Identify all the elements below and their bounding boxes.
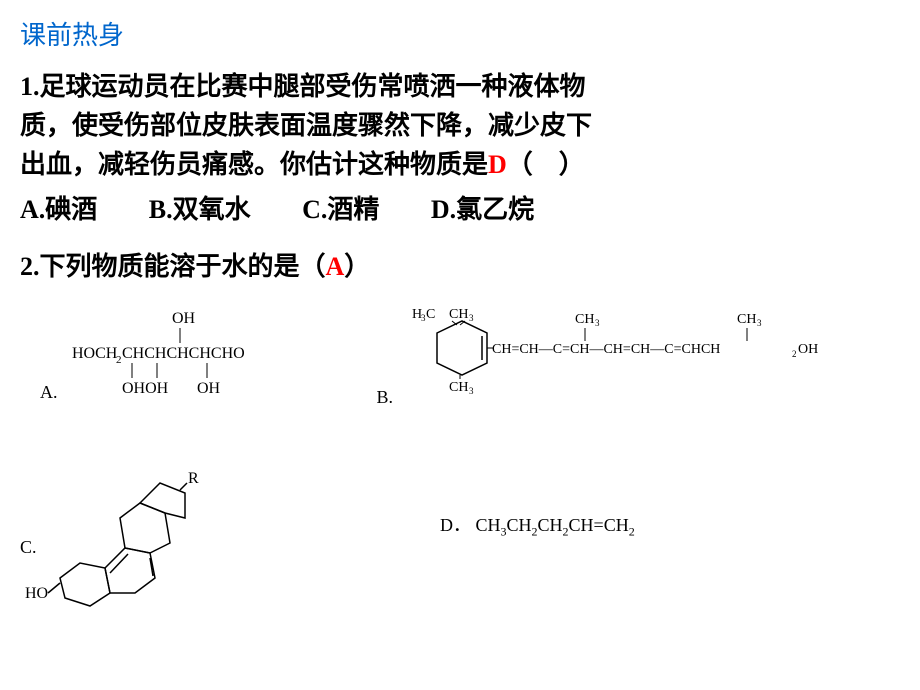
svg-text:CH: CH (449, 380, 468, 395)
q1-line1: 足球运动员在比赛中腿部受伤常喷洒一种液体物 (40, 72, 586, 101)
q2-answer: A (326, 252, 345, 281)
q1-options: A.碘酒 B.双氧水 C.酒精 D.氯乙烷 (20, 189, 900, 226)
question-2: 2.下列物质能溶于水的是（A） (20, 246, 900, 283)
chem-structure-a: A. OH HOCH 2 CHCHCHCHCHO OHOH OH (40, 308, 332, 403)
chem-structure-d: D． CH3CH2CH2CH=CH2 (440, 511, 635, 540)
q1-answer: D (488, 150, 507, 179)
chem-structure-c: R HO C. (20, 438, 260, 613)
option-c: C.酒精 (302, 195, 379, 224)
svg-text:2: 2 (116, 354, 122, 366)
option-a: A.碘酒 (20, 195, 97, 224)
svg-text:CH: CH (449, 307, 468, 322)
svg-text:OH: OH (172, 310, 196, 327)
chem-label-d: D． (440, 515, 471, 535)
molecule-a-svg: OH HOCH 2 CHCHCHCHCHO OHOH OH (72, 308, 332, 398)
svg-text:HO: HO (25, 585, 48, 602)
svg-text:2: 2 (792, 349, 797, 359)
q1-number: 1. (20, 72, 40, 101)
svg-text:OH: OH (197, 380, 221, 397)
chem-row-1: A. OH HOCH 2 CHCHCHCHCHO OHOH OH B. (20, 303, 900, 408)
q2-number: 2. (20, 252, 40, 281)
option-b: B.双氧水 (149, 195, 251, 224)
q1-line3: 出血，减轻伤员痛感。你估计这种物质是 (20, 150, 488, 179)
q1-bracket: （ ） (507, 150, 585, 179)
svg-text:CHCHCHCHCHO: CHCHCHCHCHO (122, 345, 245, 362)
chem-label-b: B. (377, 387, 394, 407)
molecule-b-svg: H3C CH3 CH3 CH3 CH3 CH=CH—C=CH—CH=CH—C=C… (407, 303, 857, 403)
q2-text: 下列物质能溶于水的是（ (40, 252, 326, 281)
chem-row-2: R HO C. D． CH3CH2CH2CH=CH2 (20, 438, 900, 613)
svg-text:CH: CH (575, 312, 594, 327)
section-title: 课前热身 (20, 15, 900, 52)
svg-text:CH: CH (737, 312, 756, 327)
option-d: D.氯乙烷 (431, 195, 534, 224)
svg-text:C: C (426, 307, 435, 322)
svg-text:3: 3 (757, 318, 762, 328)
question-1: 1.足球运动员在比赛中腿部受伤常喷洒一种液体物 质，使受伤部位皮肤表面温度骤然下… (20, 67, 900, 184)
chem-formula-d: CH3CH2CH2CH=CH2 (476, 515, 635, 535)
molecule-c-svg: R HO C. (20, 438, 260, 608)
svg-text:OH: OH (798, 342, 818, 357)
svg-text:CH=CH—C=CH—CH=CH—C=CHCH: CH=CH—C=CH—CH=CH—C=CHCH (492, 342, 720, 357)
q1-line2: 质，使受伤部位皮肤表面温度骤然下降，减少皮下 (20, 111, 592, 140)
svg-text:HOCH: HOCH (72, 345, 118, 362)
chem-label-a: A. (40, 382, 58, 402)
svg-text:OHOH: OHOH (122, 380, 169, 397)
svg-text:3: 3 (595, 318, 600, 328)
q2-bracket-close: ） (344, 252, 370, 281)
svg-text:C.: C. (20, 537, 37, 557)
svg-text:3: 3 (469, 386, 474, 396)
svg-text:R: R (188, 470, 199, 487)
chem-structure-b: B. H3C CH3 CH3 CH3 CH3 CH=C (377, 303, 858, 408)
svg-text:3: 3 (469, 313, 474, 323)
